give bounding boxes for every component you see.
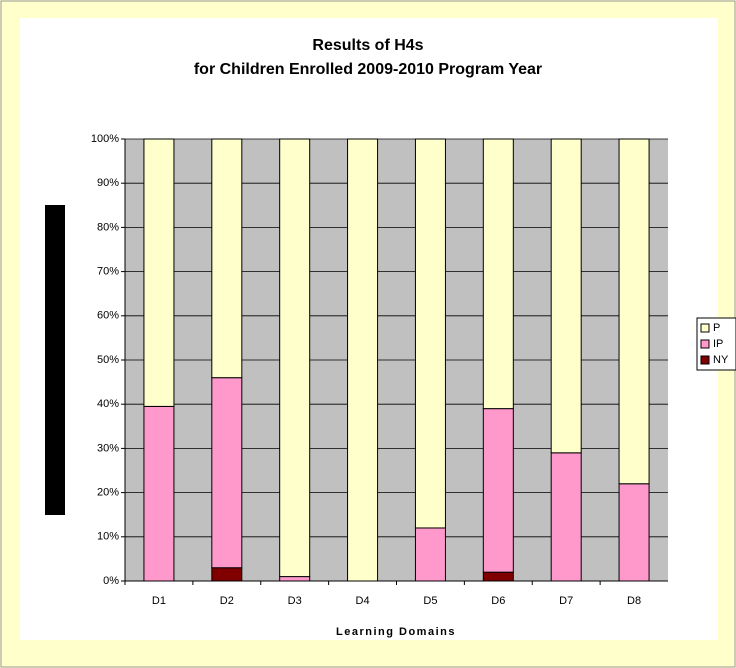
x-axis-title: Learning Domains bbox=[336, 626, 456, 638]
bar-segment bbox=[618, 483, 650, 582]
x-tick-label: D2 bbox=[220, 595, 234, 607]
y-tick-label: 20% bbox=[97, 487, 119, 499]
x-tick-label: D5 bbox=[423, 595, 437, 607]
y-tick-label: 40% bbox=[97, 398, 119, 410]
y-tick-label: 0% bbox=[103, 575, 119, 587]
x-tick-label: D7 bbox=[559, 595, 573, 607]
bar-segment bbox=[279, 138, 311, 578]
redacted-label bbox=[45, 205, 65, 515]
bar-segment bbox=[482, 571, 514, 582]
legend-swatch bbox=[700, 339, 710, 349]
legend-swatch bbox=[700, 323, 710, 333]
y-tick-label: 60% bbox=[97, 310, 119, 322]
bar-segment bbox=[550, 138, 582, 454]
bar-segment bbox=[211, 377, 243, 569]
x-tick-label: D1 bbox=[152, 595, 166, 607]
bar-segment bbox=[347, 138, 379, 582]
x-tick-label: D3 bbox=[288, 595, 302, 607]
chart-subtitle: for Children Enrolled 2009-2010 Program … bbox=[194, 61, 542, 78]
chart-title: Results of H4s bbox=[312, 37, 423, 54]
legend-label: IP bbox=[713, 338, 723, 350]
bar-segment bbox=[618, 138, 650, 485]
bar-segment bbox=[414, 527, 446, 582]
y-tick-label: 70% bbox=[97, 266, 119, 278]
y-tick-label: 100% bbox=[91, 133, 119, 145]
x-tick-label: D8 bbox=[627, 595, 641, 607]
bar-segment bbox=[143, 138, 175, 407]
x-tick-label: D6 bbox=[491, 595, 505, 607]
bar-segment bbox=[279, 576, 311, 582]
y-tick-label: 10% bbox=[97, 531, 119, 543]
bar-segment bbox=[211, 138, 243, 379]
bar-segment bbox=[550, 452, 582, 582]
y-tick-label: 30% bbox=[97, 442, 119, 454]
bar-segment bbox=[482, 138, 514, 410]
legend-label: NY bbox=[713, 354, 729, 366]
bar-segment bbox=[414, 138, 446, 529]
x-tick-label: D4 bbox=[356, 595, 370, 607]
bar-segment bbox=[143, 405, 175, 582]
bar-segment bbox=[211, 567, 243, 582]
y-tick-label: 80% bbox=[97, 221, 119, 233]
legend-swatch bbox=[700, 355, 710, 365]
y-tick-label: 90% bbox=[97, 177, 119, 189]
legend-label: P bbox=[713, 322, 720, 334]
y-tick-label: 50% bbox=[97, 354, 119, 366]
bar-segment bbox=[482, 408, 514, 573]
